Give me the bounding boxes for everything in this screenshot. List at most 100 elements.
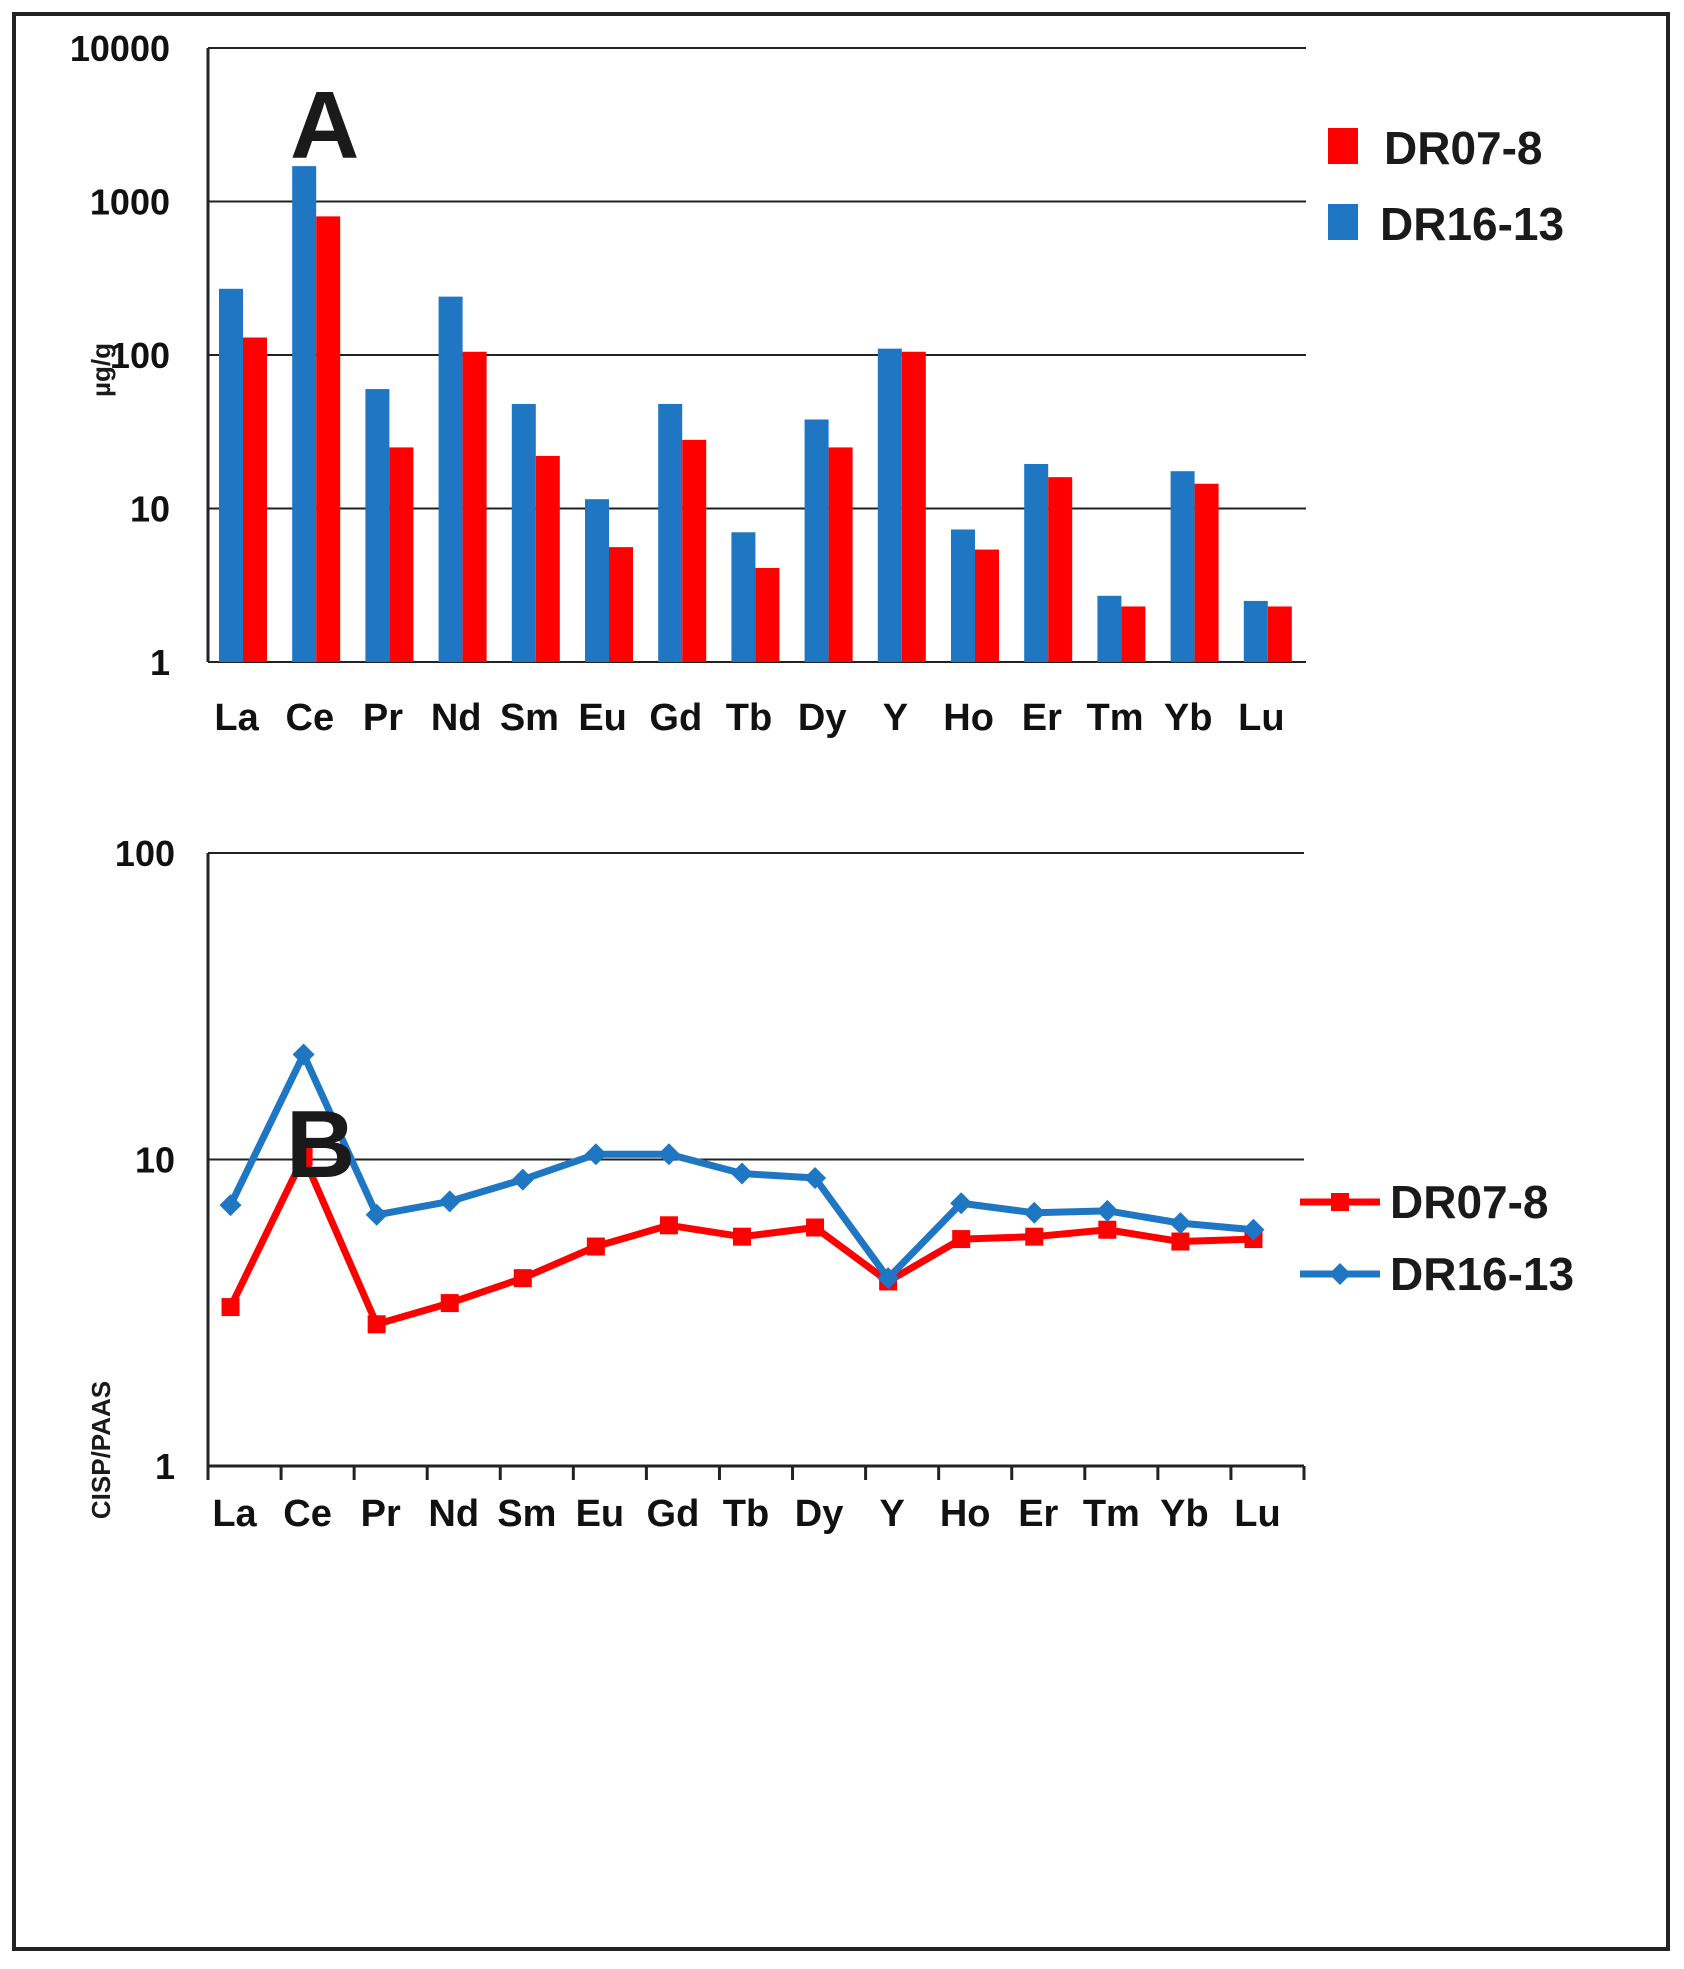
panel-b-x-tick-label-eu: Eu <box>576 1493 625 1535</box>
panel-b-series <box>219 1043 1265 1334</box>
point-dr16-13-nd <box>438 1190 461 1213</box>
legend-label-dr16-13: DR16-13 <box>1390 1248 1574 1300</box>
panel-b-x-tick-label-er: Er <box>1018 1493 1058 1535</box>
bar-dr07-8-sm <box>535 455 560 662</box>
panel-b-legend: DR07-8 DR16-13 <box>1300 1176 1574 1300</box>
panel-b-x-tick-label-yb: Yb <box>1160 1493 1209 1535</box>
point-dr07-8-er <box>1025 1227 1044 1246</box>
panel-b-x-tick-label-la: La <box>212 1493 257 1535</box>
panel-b-x-tick-label-tm: Tm <box>1083 1493 1140 1535</box>
legend-label-dr07-8: DR07-8 <box>1390 1176 1549 1228</box>
point-dr07-8-tb <box>733 1227 751 1246</box>
point-dr16-13-dy <box>804 1167 827 1190</box>
panel-a-x-tick-label-la: La <box>214 697 259 739</box>
panel-b-y-tick-label: 10 <box>135 1140 175 1181</box>
point-dr16-13-er <box>1023 1201 1046 1224</box>
point-dr07-8-dy <box>806 1218 825 1237</box>
legend-swatch-dr07-8 <box>1328 128 1358 164</box>
panel-a-x-tick-labels: La Ce Pr Nd Sm Eu Gd Tb Dy Y Ho Er Tm Yb Lu <box>214 697 1284 739</box>
point-dr16-13-tm <box>1096 1199 1119 1222</box>
panel-a-x-tick-label-pr: Pr <box>363 697 403 739</box>
panel-a-x-tick-label-ce: Ce <box>286 697 335 739</box>
point-dr07-8-eu <box>586 1237 605 1256</box>
bar-dr16-13-ce <box>292 166 317 662</box>
bar-dr16-13-eu <box>585 499 609 662</box>
bar-dr16-13-ho <box>951 529 975 662</box>
point-dr16-13-ce <box>292 1043 315 1066</box>
bar-dr16-13-nd <box>438 296 463 662</box>
point-dr07-8-sm <box>513 1269 532 1288</box>
panel-b-x-tick-label-dy: Dy <box>795 1493 844 1535</box>
point-dr16-13-y <box>877 1267 900 1290</box>
legend-marker-dr16-13 <box>1329 1263 1351 1285</box>
bar-dr16-13-pr <box>365 389 390 662</box>
panel-b-x-tick-label-tb: Tb <box>723 1493 769 1535</box>
bar-dr16-13-dy <box>804 419 829 662</box>
panel-a-y-tick-labels: 1 10 100 1000 10000 <box>70 28 170 683</box>
panel-a-bars <box>219 166 1292 663</box>
point-dr07-8-ho <box>952 1230 971 1249</box>
point-dr16-13-yb <box>1169 1212 1192 1235</box>
bar-dr16-13-lu <box>1243 600 1268 662</box>
point-dr16-13-la <box>219 1194 242 1217</box>
point-dr16-13-eu <box>584 1143 607 1166</box>
panel-a-y-tick-label: 1 <box>150 642 170 683</box>
bar-dr07-8-yb <box>1194 483 1219 662</box>
bar-dr07-8-pr <box>389 447 414 662</box>
bar-dr16-13-y <box>877 348 902 662</box>
panel-a-x-tick-label-y: Y <box>883 697 908 739</box>
bar-dr16-13-tm <box>1097 595 1122 662</box>
panel-b-y-tick-label: 1 <box>155 1446 175 1487</box>
point-dr07-8-la <box>221 1298 240 1317</box>
panel-b-x-tick-label-pr: Pr <box>361 1493 401 1535</box>
bar-dr07-8-tm <box>1121 606 1146 662</box>
bar-dr07-8-tb <box>755 567 780 662</box>
legend-swatch-dr07-8 <box>1300 1193 1380 1211</box>
panel-b-x-tick-label-sm: Sm <box>497 1493 556 1535</box>
panel-b-y-tick-labels: 1 10 100 <box>115 833 175 1487</box>
point-dr07-8-nd <box>440 1294 459 1313</box>
bar-dr16-13-sm <box>511 403 536 662</box>
point-dr16-13-tb <box>731 1162 753 1185</box>
panel-a-letter: A <box>290 72 359 179</box>
point-dr16-13-ho <box>950 1192 973 1215</box>
panel-a-x-tick-label-er: Er <box>1022 697 1062 739</box>
legend-label-dr16-13: DR16-13 <box>1380 198 1564 250</box>
panel-a-y-axis-title: µg/g <box>86 343 116 397</box>
point-dr07-8-yb <box>1171 1232 1190 1251</box>
panel-a-x-tick-label-sm: Sm <box>500 697 559 739</box>
legend-label-dr07-8: DR07-8 <box>1384 122 1543 174</box>
panel-a-y-tick-label: 1000 <box>90 182 170 223</box>
point-dr07-8-gd <box>659 1216 678 1235</box>
bar-dr07-8-er <box>1048 477 1073 662</box>
panel-b-x-tick-label-ce: Ce <box>283 1493 332 1535</box>
bar-dr07-8-y <box>901 351 926 662</box>
figure-border <box>12 12 1670 1951</box>
panel-a-x-tick-label-dy: Dy <box>798 697 847 739</box>
bar-dr16-13-gd <box>658 403 683 662</box>
bar-dr16-13-yb <box>1170 471 1195 662</box>
panel-b-y-axis-title: CISP/PAAS <box>86 1381 116 1519</box>
panel-b-x-tick-labels: La Ce Pr Nd Sm Eu Gd Tb Dy Y Ho Er Tm Yb Lu <box>212 1493 1280 1535</box>
panel-b-x-tick-label-nd: Nd <box>428 1493 479 1535</box>
panel-a-x-tick-label-tm: Tm <box>1087 697 1144 739</box>
bar-dr07-8-ho <box>975 549 999 662</box>
bar-dr07-8-nd <box>462 351 487 662</box>
bar-dr16-13-tb <box>731 532 756 662</box>
legend-swatch-dr16-13 <box>1300 1263 1380 1285</box>
point-dr07-8-pr <box>367 1315 386 1334</box>
panel-b: 1 10 100 La Ce Pr Nd Sm Eu Gd Tb Dy Y Ho Er Tm Yb Lu B C… <box>86 833 1574 1535</box>
panel-b-letter: B <box>286 1091 355 1198</box>
legend-marker-dr07-8 <box>1331 1193 1349 1211</box>
point-dr16-13-pr <box>365 1203 388 1226</box>
panel-a-x-tick-label-yb: Yb <box>1164 697 1213 739</box>
panel-a-x-tick-label-tb: Tb <box>726 697 772 739</box>
point-dr16-13-gd <box>657 1143 680 1166</box>
panel-a-y-tick-label: 10 <box>130 489 170 530</box>
panel-a: 1 10 100 1000 10000 La Ce Pr Nd Sm Eu Gd Tb Dy Y Ho Er T… <box>70 28 1564 739</box>
bar-dr07-8-ce <box>316 216 341 663</box>
panel-b-x-tick-label-ho: Ho <box>940 1493 991 1535</box>
bar-dr07-8-la <box>243 337 267 662</box>
